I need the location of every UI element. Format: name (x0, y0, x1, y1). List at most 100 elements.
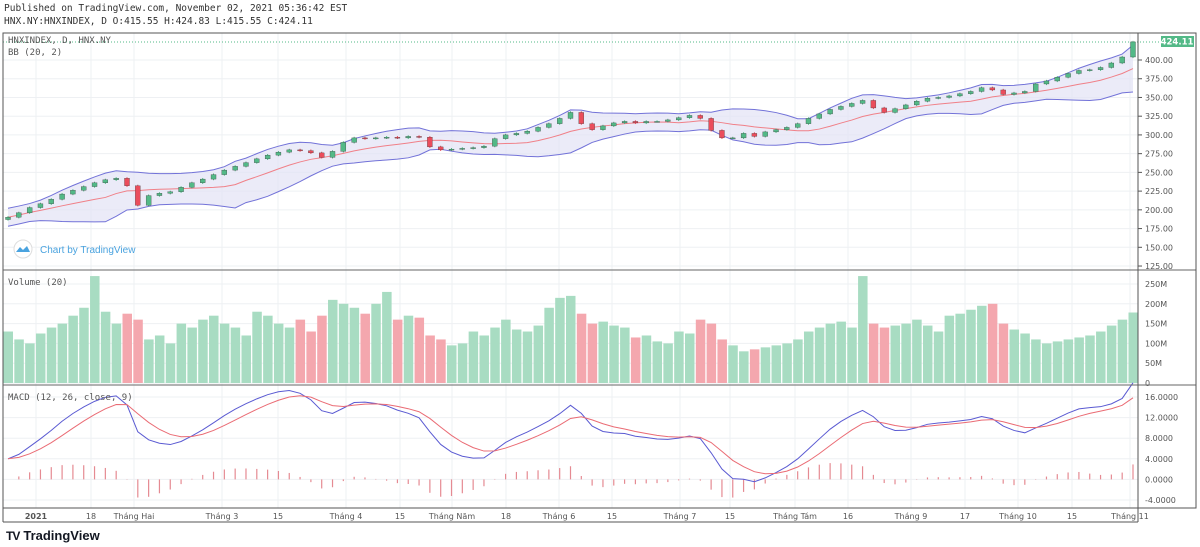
candle (892, 108, 898, 113)
volume-bar (144, 339, 154, 383)
candle (405, 136, 411, 139)
watermark-text: Chart by TradingView (40, 245, 136, 256)
volume-bar (100, 311, 111, 383)
volume-tick-label: 0 (1145, 379, 1150, 388)
volume-bar (479, 335, 489, 383)
volume-bar (814, 327, 825, 383)
candle (968, 91, 974, 94)
candle (870, 100, 877, 109)
volume-bar (263, 315, 273, 383)
volume-tick-label: 250M (1145, 280, 1167, 289)
volume-bar (349, 307, 360, 383)
volume-bar (955, 313, 965, 383)
candle (859, 100, 866, 104)
volume-bar (252, 311, 262, 383)
candle (578, 112, 584, 124)
candle (805, 118, 812, 124)
volume-bar (760, 347, 771, 383)
time-tick-label: 15 (395, 512, 405, 521)
candle (178, 187, 184, 192)
last-price-label: 424.11 (1161, 38, 1194, 48)
candle (762, 131, 768, 137)
price-tick-label: 200.00 (1145, 206, 1173, 215)
volume-bar (1052, 341, 1063, 383)
candle (849, 103, 855, 107)
candle (708, 118, 714, 131)
volume-bar (847, 327, 857, 383)
volume-bar (176, 323, 187, 383)
volume-bar (533, 325, 544, 383)
time-tick-label: 15 (1067, 512, 1077, 521)
volume-bar (803, 331, 814, 383)
volume-bar (1041, 343, 1052, 383)
candle (924, 98, 931, 102)
candle (611, 122, 617, 127)
volume-bar (209, 315, 219, 383)
volume-bar (1096, 331, 1106, 383)
volume-bar (836, 321, 846, 383)
volume-bar (890, 325, 901, 383)
volume-bar (1074, 337, 1084, 383)
macd-line (7, 382, 1134, 483)
candle (340, 142, 346, 152)
volume-bar (317, 315, 327, 383)
time-tick-label: 18 (501, 512, 511, 521)
volume-bar (133, 319, 143, 383)
candle (989, 87, 996, 91)
time-tick-label: 2021 (25, 512, 48, 521)
volume-bar (598, 321, 608, 383)
candle (946, 95, 952, 98)
volume-bar (587, 323, 598, 383)
tradingview-logo[interactable]: TV TradingView (6, 528, 100, 543)
volume-bar (382, 291, 392, 383)
volume-bar (35, 333, 46, 383)
volume-bar (749, 349, 760, 383)
brand-name: TradingView (23, 528, 100, 543)
candle (1043, 80, 1050, 85)
time-tick-label: 17 (960, 512, 970, 521)
candle (686, 115, 693, 118)
volume-bar (122, 313, 132, 383)
volume-tick-label: 50M (1145, 359, 1162, 368)
time-tick-label: Tháng 3 (205, 512, 239, 521)
volume-tick-label: 100M (1145, 339, 1167, 348)
macd-tick-label: 0.0000 (1145, 475, 1173, 484)
candle (362, 137, 368, 140)
volume-bar (879, 327, 890, 383)
candle (978, 87, 985, 92)
volume-bar (544, 307, 554, 383)
volume-bar (371, 303, 381, 383)
time-tick-label: Tháng 10 (998, 512, 1037, 521)
candle (632, 121, 639, 124)
volume-bar (1020, 333, 1030, 383)
volume-bar (1063, 339, 1074, 383)
volume-bar (825, 323, 836, 383)
volume-bar (273, 323, 284, 383)
time-tick-label: Tháng Tám (772, 512, 817, 521)
candle (535, 127, 541, 132)
candle (730, 137, 736, 140)
macd-legend: MACD (12, 26, close, 9) (8, 393, 133, 403)
volume-bar (782, 343, 792, 383)
time-tick-label: 18 (86, 512, 96, 521)
time-tick-label: Tháng 9 (894, 512, 928, 521)
price-scale[interactable] (1137, 32, 1197, 509)
volume-bar (403, 315, 414, 383)
candle (189, 182, 195, 188)
candle (297, 149, 303, 152)
volume-bar (868, 323, 879, 383)
volume-bar (566, 295, 576, 383)
candle (481, 145, 487, 148)
volume-bar (511, 329, 522, 383)
candle (1130, 41, 1136, 58)
volume-bar (25, 343, 35, 383)
candle (459, 148, 465, 150)
volume-bar (1128, 312, 1138, 383)
watermark[interactable]: Chart by TradingView (13, 239, 136, 259)
volume-bar (295, 319, 306, 383)
candle (881, 107, 887, 113)
candle (1119, 56, 1125, 64)
candle (470, 147, 476, 149)
candle (643, 121, 649, 124)
